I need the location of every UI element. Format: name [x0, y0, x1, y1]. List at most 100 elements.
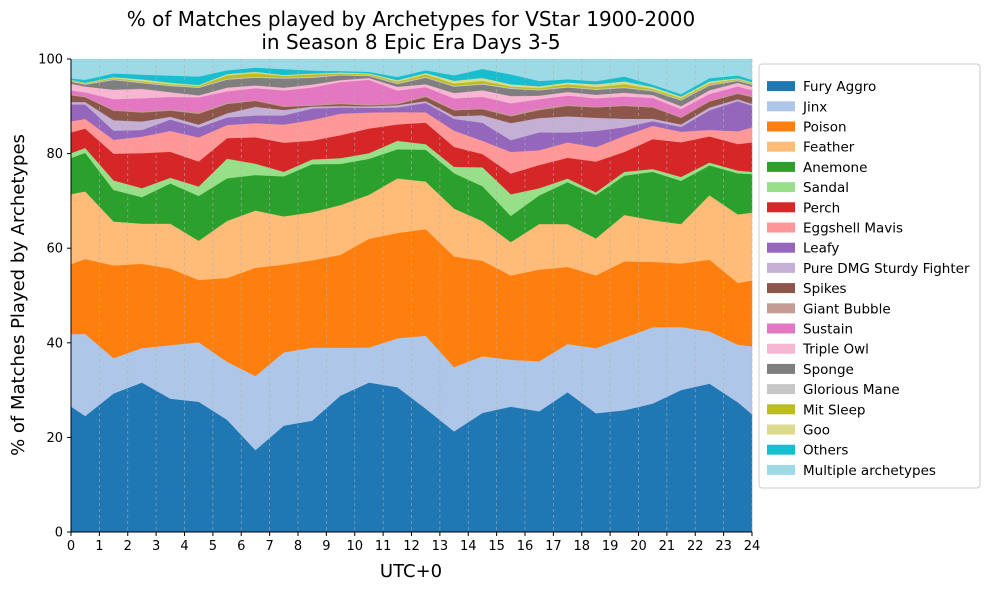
legend-entry: Eggshell Mavis: [767, 221, 903, 237]
y-tick-label: 40: [46, 336, 63, 351]
chart-title-line-2: in Season 8 Epic Era Days 3-5: [261, 30, 560, 54]
legend-label: Pure DMG Sturdy Fighter: [803, 261, 970, 277]
legend-entry: Others: [767, 443, 848, 459]
legend-swatch: [767, 262, 795, 273]
legend-label: Spikes: [803, 281, 847, 297]
legend-label: Sponge: [803, 362, 854, 378]
x-tick-label: 6: [237, 539, 245, 554]
x-tick-label: 10: [346, 539, 363, 554]
legend-entry: Anemone: [767, 160, 867, 176]
x-tick-label: 12: [403, 539, 420, 554]
legend-entry: Giant Bubble: [767, 301, 891, 317]
y-axis-ticks: 0 20 40 60 80 100: [38, 53, 71, 541]
x-tick-label: 8: [294, 539, 302, 554]
chart-title-line-1: % of Matches played by Archetypes for VS…: [127, 7, 696, 31]
legend-swatch: [767, 323, 795, 334]
legend-swatch: [767, 343, 795, 354]
legend-label: Eggshell Mavis: [803, 221, 903, 237]
x-tick-label: 0: [67, 539, 75, 554]
x-tick-label: 9: [322, 539, 330, 554]
legend-swatch: [767, 242, 795, 253]
legend-swatch: [767, 81, 795, 92]
x-tick-label: 1: [95, 539, 103, 554]
legend-entry: Sponge: [767, 362, 854, 378]
legend-label: Others: [803, 443, 848, 459]
legend-swatch: [767, 404, 795, 415]
legend-label: Goo: [803, 423, 830, 439]
y-axis-label: % of Matches Played by Archetypes: [8, 134, 29, 456]
x-tick-label: 5: [209, 539, 217, 554]
legend-label: Leafy: [803, 241, 839, 257]
x-tick-label: 18: [573, 539, 590, 554]
legend: Fury Aggro Jinx Poison Feather Anemone Sandal…: [758, 63, 981, 489]
legend-swatch: [767, 121, 795, 132]
x-tick-label: 14: [460, 539, 477, 554]
x-tick-label: 20: [630, 539, 647, 554]
legend-label: Poison: [803, 120, 847, 136]
legend-entry: Multiple archetypes: [767, 463, 936, 479]
legend-entry: Leafy: [767, 241, 839, 257]
legend-swatch: [767, 444, 795, 455]
y-tick-label: 100: [38, 53, 63, 68]
legend-swatch: [767, 101, 795, 112]
legend-label: Giant Bubble: [803, 301, 891, 317]
legend-label: Triple Owl: [802, 342, 869, 358]
x-tick-label: 19: [602, 539, 619, 554]
x-tick-label: 3: [152, 539, 160, 554]
x-axis-label: UTC+0: [380, 561, 442, 582]
legend-swatch: [767, 424, 795, 435]
legend-entry: Triple Owl: [767, 342, 869, 358]
legend-entry: Mit Sleep: [767, 402, 865, 418]
x-tick-label: 2: [124, 539, 132, 554]
legend-entry: Sandal: [767, 180, 849, 196]
legend-entry: Fury Aggro: [767, 79, 876, 95]
legend-label: Fury Aggro: [803, 79, 876, 95]
legend-entry: Glorious Mane: [767, 382, 900, 398]
legend-entry: Poison: [767, 120, 847, 136]
y-tick-label: 60: [46, 242, 63, 257]
x-tick-label: 7: [265, 539, 273, 554]
x-tick-label: 23: [715, 539, 732, 554]
x-tick-label: 21: [659, 539, 676, 554]
legend-entry: Feather: [767, 140, 855, 156]
legend-label: Multiple archetypes: [803, 463, 936, 479]
legend-label: Anemone: [803, 160, 867, 176]
y-tick-label: 20: [46, 431, 63, 446]
x-axis-ticks: 0 1 2 3 4 5 6 7 8 9 10 11 12 13 14 15 16 17 18 19 20 21 22 23 24: [67, 532, 760, 554]
legend-swatch: [767, 202, 795, 213]
y-tick-label: 80: [46, 147, 63, 162]
x-tick-label: 11: [375, 539, 392, 554]
x-tick-label: 13: [432, 539, 449, 554]
legend-entry: Sustain: [767, 322, 853, 338]
x-tick-label: 15: [488, 539, 505, 554]
x-tick-label: 16: [517, 539, 534, 554]
legend-entry: Jinx: [767, 99, 827, 115]
legend-label: Mit Sleep: [803, 402, 865, 418]
legend-entry: Goo: [767, 423, 830, 439]
legend-swatch: [767, 161, 795, 172]
legend-frame: [758, 63, 981, 489]
legend-entry: Spikes: [767, 281, 847, 297]
legend-swatch: [767, 363, 795, 374]
legend-label: Perch: [803, 200, 840, 216]
legend-swatch: [767, 222, 795, 233]
legend-swatch: [767, 303, 795, 314]
legend-label: Glorious Mane: [803, 382, 900, 398]
x-tick-label: 22: [687, 539, 704, 554]
legend-label: Sandal: [803, 180, 849, 196]
legend-entry: Perch: [767, 200, 840, 216]
x-tick-label: 17: [545, 539, 562, 554]
legend-swatch: [767, 182, 795, 193]
x-tick-label: 24: [744, 539, 761, 554]
legend-entry: Pure DMG Sturdy Fighter: [767, 261, 970, 277]
legend-label: Feather: [803, 140, 855, 156]
legend-label: Sustain: [803, 322, 853, 338]
x-tick-label: 4: [180, 539, 188, 554]
legend-label: Jinx: [802, 99, 827, 115]
legend-swatch: [767, 283, 795, 294]
legend-swatch: [767, 141, 795, 152]
legend-swatch: [767, 384, 795, 395]
y-tick-label: 0: [55, 526, 63, 541]
legend-swatch: [767, 464, 795, 475]
